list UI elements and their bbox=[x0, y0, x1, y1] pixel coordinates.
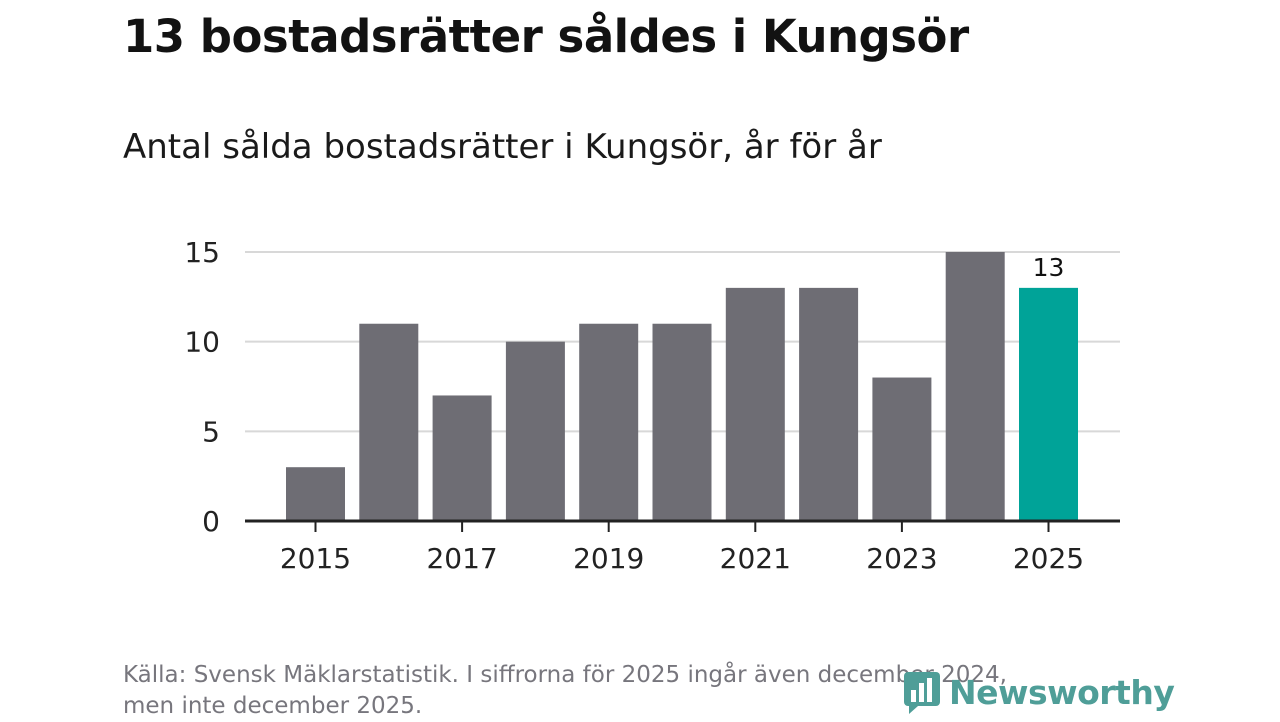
data-labels: 13 bbox=[1033, 253, 1065, 282]
y-axis-ticks: 0 5 10 15 bbox=[184, 236, 220, 538]
x-tick-label: 2021 bbox=[720, 542, 791, 575]
bar-2018 bbox=[505, 341, 565, 521]
y-tick-label: 0 bbox=[202, 505, 220, 538]
newsworthy-logo-icon bbox=[904, 672, 940, 714]
y-tick-label: 15 bbox=[184, 236, 220, 269]
newsworthy-logo: Newsworthy bbox=[903, 670, 1175, 714]
x-tick-label: 2019 bbox=[573, 542, 644, 575]
page-title: 13 bostadsrätter såldes i Kungsör bbox=[123, 10, 969, 63]
newsworthy-logo-text: Newsworthy bbox=[949, 672, 1175, 712]
bar-2015 bbox=[286, 467, 345, 521]
source-note: Källa: Svensk Mäklarstatistik. I siffror… bbox=[123, 660, 1007, 722]
source-line-2: men inte december 2025. bbox=[123, 693, 423, 719]
bar-2019 bbox=[579, 323, 639, 521]
x-tick-label: 2017 bbox=[426, 542, 497, 575]
data-label: 13 bbox=[1033, 253, 1065, 282]
bars bbox=[286, 252, 1078, 521]
bar-2023 bbox=[872, 377, 932, 521]
chart-subtitle: Antal sålda bostadsrätter i Kungsör, år … bbox=[123, 127, 882, 167]
bar-chart: 0 5 10 15 2015 2017 2019 2021 2023 2025 13 bbox=[184, 236, 1120, 575]
source-line-1: Källa: Svensk Mäklarstatistik. I siffror… bbox=[123, 662, 1007, 688]
bar-2017 bbox=[432, 395, 492, 521]
bar-2016 bbox=[359, 323, 419, 521]
bar-2020 bbox=[652, 323, 712, 521]
y-tick-label: 5 bbox=[202, 415, 220, 448]
bar-2025 bbox=[1019, 287, 1078, 521]
x-axis-ticks: 2015 2017 2019 2021 2023 2025 bbox=[280, 521, 1084, 575]
bar-2022 bbox=[799, 287, 859, 521]
x-tick-label: 2015 bbox=[280, 542, 351, 575]
y-tick-label: 10 bbox=[184, 326, 220, 359]
bar-2021 bbox=[725, 287, 785, 521]
x-tick-label: 2025 bbox=[1013, 542, 1084, 575]
bar-2024 bbox=[945, 252, 1005, 521]
x-tick-label: 2023 bbox=[866, 542, 937, 575]
